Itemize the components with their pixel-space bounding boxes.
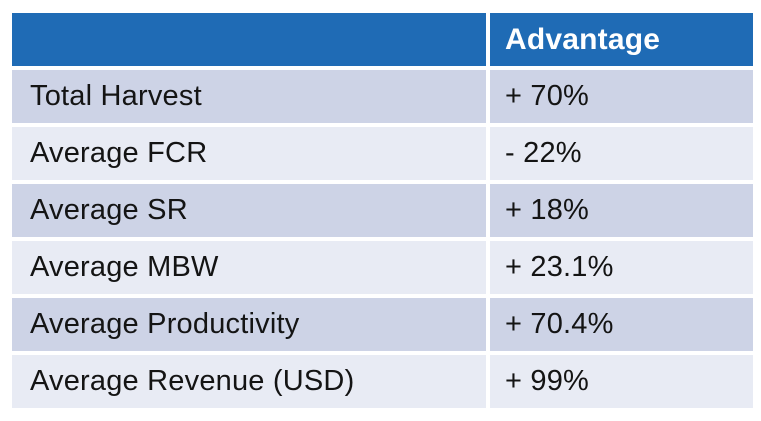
- table-row-value: + 23.1%: [490, 241, 753, 294]
- table-row-metric: Average Revenue (USD): [12, 355, 486, 408]
- header-cell-metric: [12, 13, 486, 66]
- advantage-table: Advantage Total Harvest + 70% Average FC…: [12, 13, 753, 408]
- table-row-metric: Total Harvest: [12, 70, 486, 123]
- table-row-metric: Average Productivity: [12, 298, 486, 351]
- table-row-metric: Average SR: [12, 184, 486, 237]
- table-row-metric: Average FCR: [12, 127, 486, 180]
- table-row-value: + 70%: [490, 70, 753, 123]
- table-row-value: + 99%: [490, 355, 753, 408]
- header-cell-advantage: Advantage: [490, 13, 753, 66]
- table-row-value: + 70.4%: [490, 298, 753, 351]
- table-row-metric: Average MBW: [12, 241, 486, 294]
- table-row-value: + 18%: [490, 184, 753, 237]
- table-row-value: - 22%: [490, 127, 753, 180]
